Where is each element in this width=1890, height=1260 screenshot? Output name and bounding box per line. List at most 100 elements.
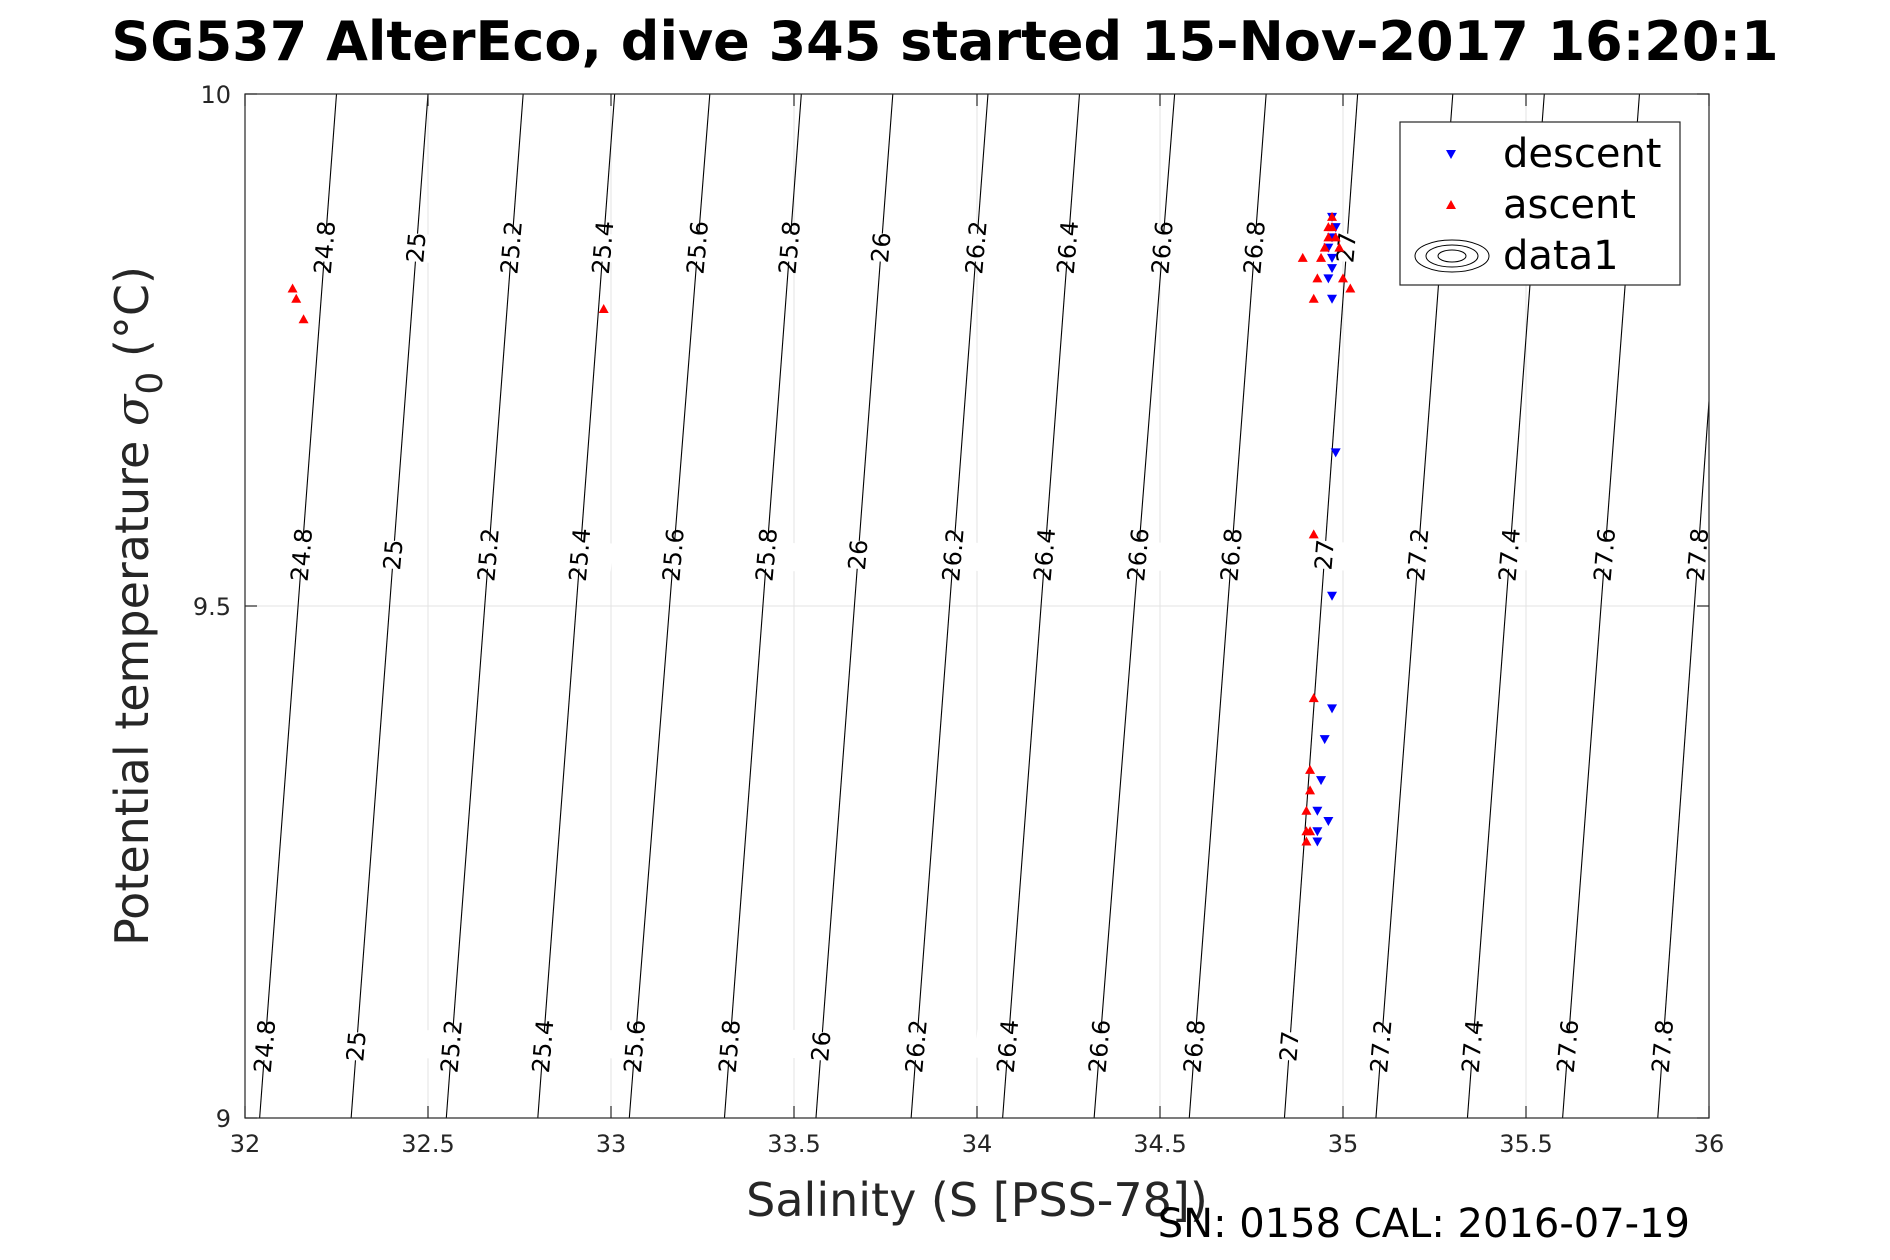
contour-label-bg (756, 230, 823, 265)
contour-label-25-4-1: 25.4 (564, 527, 597, 583)
contour-label-27-2-1: 27.2 (1402, 527, 1435, 583)
x-axis-ticks: 32 32.5 33 33.5 34 34.5 35 35.5 36 (230, 94, 1725, 1158)
descent-point-0 (1323, 817, 1334, 827)
ascent-point-6 (1312, 273, 1323, 283)
contour-label-bg (570, 230, 637, 265)
descent-point-8 (1330, 448, 1341, 458)
contour-label-bg (1066, 1029, 1133, 1064)
contour-label-bg (455, 538, 522, 572)
legend-box (1399, 121, 1681, 286)
x-tick-label-1: 32.5 (401, 1130, 454, 1158)
ascent-point-23 (1301, 836, 1312, 846)
data-points (287, 211, 1356, 847)
ascent-point-11 (1327, 211, 1338, 221)
descent-point-11 (1327, 264, 1338, 274)
x-axis-label: Salinity (S [PSS-78]) (746, 1173, 1208, 1227)
ascent-point-21 (1301, 805, 1312, 815)
contour-label-27-4-0: 27.4 (1457, 1018, 1490, 1074)
contour-label-bg (268, 538, 336, 572)
x-tick-label-4: 34 (962, 1130, 993, 1158)
contour-label-bg (1129, 230, 1196, 265)
y-axis-label-unit: (°C) (105, 266, 159, 372)
descent-point-2 (1312, 827, 1323, 837)
contour-label-24-8-2: 24.8 (309, 220, 342, 276)
contour-label-bg (1198, 538, 1265, 572)
contour-line-25-2 (445, 94, 524, 1118)
contour-label-bg (1011, 538, 1078, 572)
ascent-point-16 (1345, 283, 1356, 293)
x-tick-label-8: 36 (1694, 1130, 1725, 1158)
ascent-point-2 (298, 314, 309, 324)
y-axis-label-sigma: σ (105, 393, 159, 426)
legend-data1-label: data1 (1503, 233, 1619, 279)
ascent-point-5 (1308, 293, 1319, 303)
contour-line-25-6 (628, 94, 711, 1118)
contour-line-26-2 (910, 94, 989, 1118)
x-tick-label-5: 34.5 (1133, 1130, 1186, 1158)
x-tick-label-2: 33 (596, 1130, 627, 1158)
contour-label-bg (546, 538, 614, 572)
contour-label-26-8-1: 26.8 (1215, 527, 1248, 583)
contour-label-bg (664, 230, 731, 265)
contour-line-26-6 (1093, 94, 1176, 1118)
contour-label-25-1: 25 (378, 538, 409, 571)
contour-line-26 (815, 94, 894, 1118)
descent-point-5 (1312, 806, 1323, 816)
y-tick-label-2: 10 (200, 81, 231, 109)
contour-label-26-8-2: 26.8 (1238, 220, 1271, 276)
descent-point-3 (1319, 735, 1330, 745)
contour-label-bg (1629, 1029, 1696, 1064)
ascent-point-7 (1316, 252, 1327, 262)
contour-label-26-6-1: 26.6 (1122, 527, 1155, 583)
contour-label-bg (1348, 1029, 1415, 1064)
contour-label-25-8-2: 25.8 (774, 220, 807, 276)
contour-label-26-6-0: 26.6 (1083, 1018, 1116, 1074)
ascent-point-14 (1334, 242, 1345, 252)
ascent-point-1 (291, 293, 302, 303)
contour-label-27-6-0: 27.6 (1552, 1018, 1585, 1074)
ascent-point-19 (1305, 764, 1316, 774)
contour-label-bg (1534, 1029, 1602, 1064)
contour-label-bg (943, 230, 1010, 265)
contour-label-25-6-1: 25.6 (657, 527, 690, 583)
contour-label-bg (920, 538, 987, 572)
x-tick-label-7: 35.5 (1499, 1130, 1552, 1158)
contour-label-bg (1034, 230, 1102, 265)
contour-label-25-2-1: 25.2 (472, 527, 505, 583)
contour-label-26-2-2: 26.2 (960, 220, 993, 276)
ascent-point-4 (1297, 252, 1308, 262)
ascent-point-15 (1338, 273, 1348, 283)
y-axis-label-main: Potential temperature (105, 426, 159, 946)
contour-label-25-8-1: 25.8 (750, 527, 783, 583)
contour-label-26-2: 26 (866, 231, 897, 264)
contour-label-bg (883, 1029, 950, 1064)
contour-label-bg (478, 230, 545, 265)
ascent-point-13 (1330, 232, 1341, 242)
contour-label-25-4-2: 25.4 (587, 220, 620, 276)
ascent-point-9 (1323, 232, 1334, 242)
contour-label-26-8-0: 26.8 (1178, 1018, 1211, 1074)
contour-label-26-2-1: 26.2 (937, 527, 970, 583)
contour-label-26-4-1: 26.4 (1029, 527, 1062, 583)
contour-label-bg (1571, 538, 1638, 572)
contour-label-26-0: 26 (806, 1030, 837, 1063)
contour-label-25-2-0: 25.2 (435, 1018, 468, 1074)
ascent-point-3 (598, 304, 609, 314)
y-axis-label: Potential temperature σ0 (°C) (105, 266, 171, 946)
contour-label-bg (601, 1029, 669, 1064)
x-tick-label-0: 32 (230, 1130, 261, 1158)
contour-label-27-2-0: 27.2 (1365, 1018, 1398, 1074)
legend-data1-marker (1414, 239, 1490, 273)
contour-label-25-8-0: 25.8 (714, 1018, 747, 1074)
contour-label-25-4-0: 25.4 (527, 1018, 560, 1074)
chart-title: SG537 AlterEco, dive 345 started 15-Nov-… (111, 10, 1778, 73)
serial-cal-footer: SN: 0158 CAL: 2016-07-19 (1158, 1201, 1690, 1247)
contour-label-bg (1256, 1029, 1323, 1064)
ascent-point-20 (1305, 785, 1316, 795)
descent-point-4 (1316, 776, 1327, 786)
contour-label-bg (1221, 230, 1288, 265)
contour-line-24-8 (259, 94, 338, 1118)
contour-label-25-6-0: 25.6 (619, 1018, 652, 1074)
contour-label-bg (1439, 1029, 1506, 1064)
